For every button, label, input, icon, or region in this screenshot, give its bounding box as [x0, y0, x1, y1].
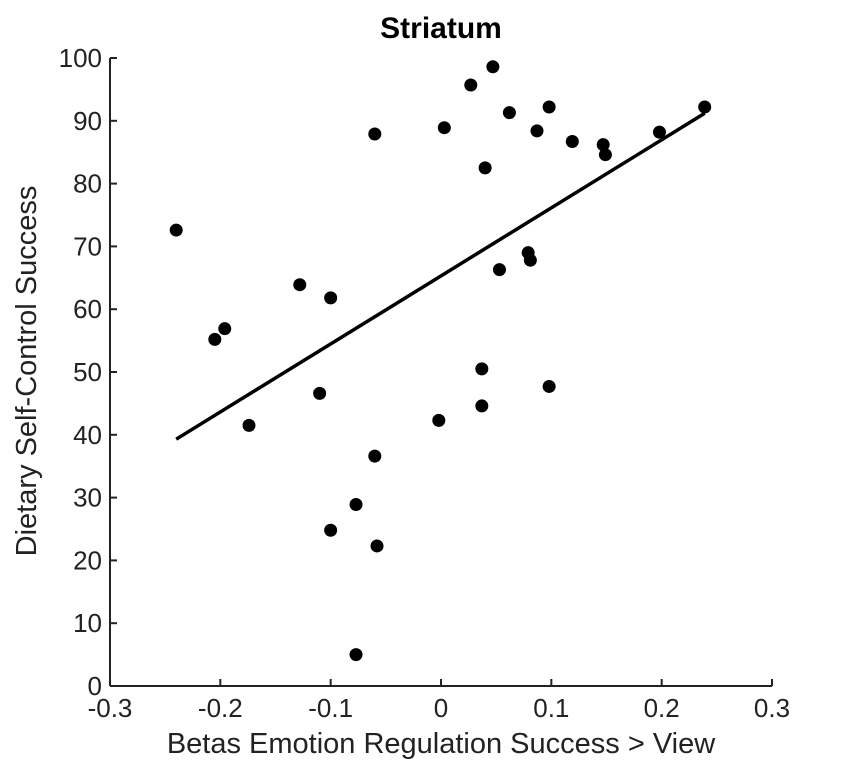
data-point — [542, 100, 556, 114]
data-point — [293, 278, 307, 292]
x-tick-label: -0.1 — [308, 693, 353, 723]
data-point — [475, 399, 489, 413]
y-tick-label: 40 — [73, 420, 102, 450]
y-tick-label: 70 — [73, 231, 102, 261]
y-tick-label: 60 — [73, 294, 102, 324]
x-axis-label: Betas Emotion Regulation Success > View — [167, 728, 716, 760]
x-tick-label: 0.3 — [754, 693, 790, 723]
x-ticks: -0.3 -0.2 -0.1 0 0.1 0.2 0.3 — [88, 679, 790, 723]
y-tick-label: 0 — [88, 671, 102, 701]
data-point — [313, 386, 327, 400]
data-point — [324, 523, 338, 537]
data-point — [523, 253, 537, 267]
chart-title: Striatum — [380, 12, 502, 45]
x-tick-label: 0.2 — [644, 693, 680, 723]
y-tick-label: 80 — [73, 169, 102, 199]
data-point — [349, 648, 363, 662]
regression-line — [175, 111, 706, 441]
y-axis-label: Dietary Self-Control Success — [11, 186, 43, 557]
data-point — [565, 135, 579, 149]
y-tick-label: 10 — [73, 608, 102, 638]
data-point — [324, 291, 338, 305]
regression-line-group — [175, 111, 706, 441]
data-point — [530, 124, 544, 138]
x-tick-label: 0 — [434, 693, 448, 723]
y-tick-label: 20 — [73, 545, 102, 575]
data-point — [208, 332, 222, 346]
data-point — [542, 379, 556, 393]
axes — [109, 58, 772, 687]
y-tick-label: 50 — [73, 357, 102, 387]
data-point — [242, 418, 256, 432]
data-point — [169, 223, 183, 237]
data-point — [437, 121, 451, 135]
data-point — [349, 498, 363, 512]
x-tick-label: -0.3 — [88, 693, 133, 723]
x-tick-label: -0.2 — [198, 693, 243, 723]
y-tick-label: 90 — [73, 106, 102, 136]
data-point — [478, 161, 492, 175]
y-tick-label: 30 — [73, 483, 102, 513]
data-point — [698, 100, 712, 114]
data-point — [598, 148, 612, 162]
data-point — [492, 263, 506, 277]
data-point — [432, 413, 446, 427]
data-point — [475, 362, 489, 376]
y-tick-label: 100 — [59, 43, 102, 73]
data-point — [486, 60, 500, 74]
data-point — [218, 322, 232, 336]
data-point — [464, 78, 478, 92]
data-points — [169, 60, 712, 662]
data-point — [370, 539, 384, 553]
data-point — [652, 125, 666, 139]
data-point — [368, 449, 382, 463]
data-point — [368, 127, 382, 141]
data-point — [502, 106, 516, 120]
x-tick-label: 0.1 — [533, 693, 569, 723]
y-ticks: 0 10 20 30 40 50 60 70 80 90 100 — [59, 43, 117, 701]
data-point — [596, 138, 610, 152]
